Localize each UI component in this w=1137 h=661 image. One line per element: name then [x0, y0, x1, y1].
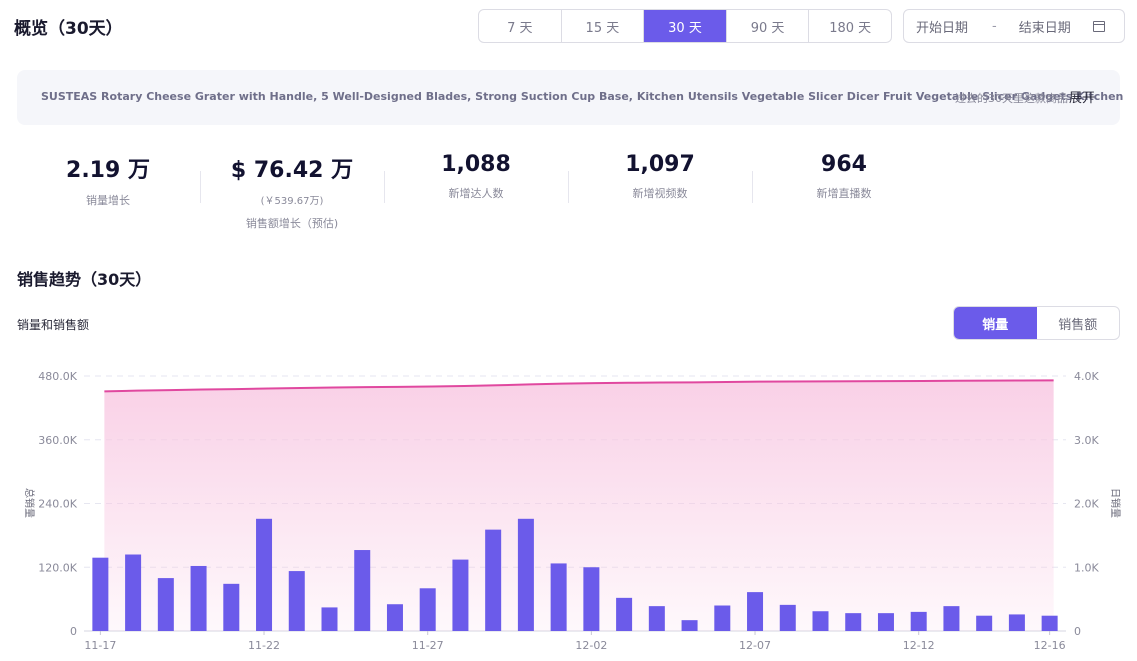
daily-sales-bar [517, 518, 534, 631]
stat-label: 新增直播数 [816, 187, 872, 200]
y-right-tick-label: 0 [1074, 625, 1081, 638]
daily-sales-bar [648, 606, 665, 631]
stat-value: 2.19 万 [66, 158, 150, 183]
daily-sales-bar [779, 604, 796, 631]
stat-divider [752, 171, 753, 203]
tab-15-days[interactable]: 15 天 [562, 10, 645, 42]
x-tick-label: 11-17 [84, 639, 116, 652]
y-right-tick-label: 1.0K [1074, 561, 1099, 574]
tab-180-days[interactable]: 180 天 [829, 20, 872, 36]
stat-sales-growth: 2.19 万 销量增长 [16, 152, 200, 208]
start-date-input[interactable]: 开始日期 [916, 20, 969, 36]
tab-7-days[interactable]: 7 天 [479, 10, 562, 42]
stat-new-videos: 1,097 新增视频数 [568, 152, 752, 201]
daily-sales-bar [386, 604, 403, 631]
toggle-sales-volume[interactable]: 销量 [954, 307, 1037, 339]
product-name: SUSTEAS Rotary Cheese Grater with Handle… [41, 90, 1124, 103]
y-right-tick-label: 3.0K [1074, 434, 1099, 447]
stat-new-influencers: 1,088 新增达人数 [384, 152, 568, 201]
daily-sales-bar [976, 615, 993, 631]
daily-sales-bar [943, 606, 960, 631]
daily-sales-bar [157, 578, 174, 631]
daily-sales-bar [223, 583, 240, 631]
stat-value: $ 76.42 万 [230, 158, 354, 183]
daily-sales-bar [812, 611, 829, 631]
daily-sales-bar [321, 607, 338, 631]
total-sales-line [104, 379, 1054, 393]
daily-sales-bar [288, 571, 305, 631]
metric-toggle: 销量 销售额 [953, 306, 1120, 340]
sales-trend-chart: 0 0 120.0K 1.0K 240.0K 2.0K 360.0K 3.0K 480.0K 4.… [23, 370, 1122, 652]
stat-value: 1,097 [625, 152, 695, 177]
product-description: 过去的30天里这款商品 [955, 92, 1068, 105]
daily-sales-bar [190, 565, 207, 631]
stat-new-livestreams: 964 新增直播数 [752, 152, 936, 201]
calendar-icon[interactable] [1092, 20, 1105, 32]
stat-label: 新增达人数 [448, 187, 504, 200]
daily-sales-bar [354, 550, 371, 631]
y-left-tick-label: 0 [70, 625, 77, 638]
stat-label: 销售额增长（预估) [245, 217, 339, 230]
y-left-axis-title: 总销量 [23, 488, 36, 518]
stat-value: 1,088 [441, 152, 511, 177]
daily-sales-bar [1008, 614, 1025, 631]
daily-sales-bar [845, 613, 862, 631]
date-separator: - [992, 18, 997, 34]
tab-30-days[interactable]: 30 天 [644, 10, 727, 42]
daily-sales-bar [747, 592, 764, 631]
daily-sales-bar [1041, 615, 1058, 631]
daily-sales-bar [485, 529, 502, 631]
stat-divider [384, 171, 385, 203]
daily-sales-bar [681, 620, 698, 631]
daily-sales-bar [256, 518, 273, 631]
stat-label: 销量增长 [86, 194, 130, 207]
daily-sales-bar [452, 559, 469, 631]
y-right-tick-label: 2.0K [1074, 498, 1099, 511]
y-right-tick-label: 4.0K [1074, 370, 1099, 383]
stat-divider [568, 171, 569, 203]
daily-sales-bar [714, 605, 731, 631]
daily-sales-bar [125, 554, 142, 631]
toggle-sales-amount[interactable]: 销售额 [1058, 317, 1098, 333]
daily-sales-bar [616, 597, 633, 631]
expand-link[interactable]: 展开 [1069, 91, 1096, 106]
date-range-picker[interactable]: 开始日期 - 结束日期 [903, 9, 1125, 43]
daily-sales-bar [583, 567, 600, 631]
daily-sales-bar [877, 613, 894, 631]
x-tick-label: 12-12 [903, 639, 935, 652]
stat-revenue-growth: $ 76.42 万 (￥539.67万) 销售额增长（预估) [200, 152, 384, 231]
stat-divider [200, 171, 201, 203]
daily-sales-bar [419, 588, 436, 631]
daily-sales-bar [550, 563, 567, 631]
x-tick-label: 12-07 [739, 639, 771, 652]
time-range-tabs: 7 天 15 天 30 天 90 天 180 天 [478, 9, 892, 43]
product-summary: SUSTEAS Rotary Cheese Grater with Handle… [17, 70, 1124, 125]
daily-sales-bar [92, 557, 109, 631]
stat-value: 964 [821, 152, 867, 177]
y-left-tick-label: 120.0K [38, 561, 77, 574]
x-tick-label: 11-27 [412, 639, 444, 652]
x-tick-label: 12-16 [1034, 639, 1066, 652]
x-tick-label: 12-02 [575, 639, 607, 652]
x-tick-label: 11-22 [248, 639, 280, 652]
total-sales-area [104, 380, 1054, 631]
y-left-tick-label: 360.0K [38, 434, 77, 447]
y-left-tick-label: 480.0K [38, 370, 77, 383]
daily-sales-bar [910, 611, 927, 631]
y-left-tick-label: 240.0K [38, 498, 77, 511]
page-title: 概览（30天） [14, 19, 123, 39]
end-date-input[interactable]: 结束日期 [1018, 20, 1071, 36]
section-title: 销售趋势（30天） [17, 270, 152, 289]
chart-subtitle: 销量和销售额 [17, 318, 90, 332]
tab-90-days[interactable]: 90 天 [727, 10, 810, 42]
stat-label: 新增视频数 [632, 187, 688, 200]
y-right-axis-title: 日销量 [1109, 488, 1122, 518]
stat-sub-value: (￥539.67万) [260, 196, 324, 207]
